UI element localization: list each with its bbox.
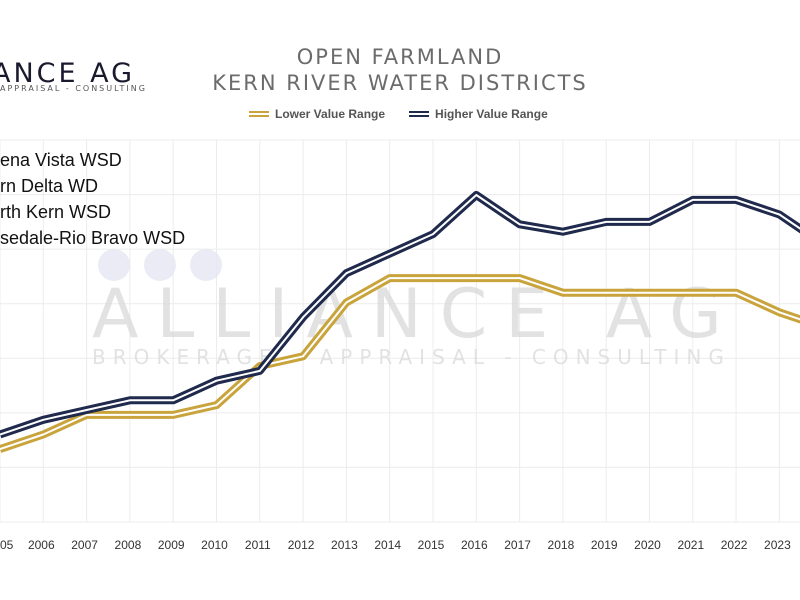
district-item: osedale-Rio Bravo WSD <box>0 228 186 248</box>
legend-item-lower: Lower Value Range <box>249 107 385 121</box>
x-tick-label: 05 <box>0 538 14 552</box>
district-item: ern Delta WD <box>0 176 99 196</box>
legend-label-lower: Lower Value Range <box>275 107 386 121</box>
series-layer <box>0 191 800 453</box>
x-tick-label: 2012 <box>288 538 315 552</box>
x-tick-label: 2018 <box>548 538 575 552</box>
chart-title: OPEN FARMLAND <box>296 45 504 69</box>
grid-layer <box>0 139 800 523</box>
x-tick-label: 2010 <box>201 538 228 552</box>
district-item: uena Vista WSD <box>0 150 122 170</box>
x-tick-label: 2014 <box>374 538 401 552</box>
x-tick-label: 2007 <box>71 538 98 552</box>
chart-legend: Lower Value Range Higher Value Range <box>249 107 548 121</box>
legend-swatch-lower <box>249 111 269 117</box>
series-line-higher-inner <box>0 194 800 436</box>
x-tick-label: 2023 <box>764 538 791 552</box>
x-tick-label: 2009 <box>158 538 185 552</box>
legend-swatch-higher <box>409 111 430 117</box>
x-tick-label: 2011 <box>245 538 271 552</box>
watermark-subtext: BROKERAGE - APPRAISAL - CONSULTING <box>92 345 731 369</box>
logo-wordmark: ANCE AG <box>0 58 136 89</box>
x-tick-label: 2015 <box>418 538 445 552</box>
district-item: orth Kern WSD <box>0 202 112 222</box>
x-tick-label: 2020 <box>634 538 661 552</box>
watermark-dot-3 <box>190 249 222 281</box>
x-tick-label: 2017 <box>504 538 531 552</box>
tick-layer: 05 2006 2007 2008 2009 2010 2011 2012 2013 2014 20… <box>0 538 791 552</box>
watermark-layer: ALLIANCE AG BROKERAGE - APPRAISAL - CONS… <box>92 249 740 369</box>
logo-tagline: APPRAISAL - CONSULTING <box>0 84 147 93</box>
x-tick-label: 2021 <box>677 538 704 552</box>
x-tick-label: 2013 <box>331 538 358 552</box>
watermark-text: ALLIANCE AG <box>92 275 740 354</box>
x-tick-label: 2016 <box>461 538 488 552</box>
x-tick-label: 2019 <box>591 538 618 552</box>
watermark-dot-2 <box>144 249 176 281</box>
district-list: uena Vista WSD ern Delta WD orth Kern WS… <box>0 147 185 251</box>
chart-subtitle: KERN RIVER WATER DISTRICTS <box>212 71 588 95</box>
legend-label-higher: Higher Value Range <box>435 107 548 121</box>
x-tick-label: 2022 <box>721 538 748 552</box>
watermark-dot-1 <box>98 249 130 281</box>
x-tick-label: 2008 <box>115 538 142 552</box>
x-tick-label: 2006 <box>28 538 55 552</box>
series-line-lower-inner <box>0 277 800 451</box>
legend-item-higher: Higher Value Range <box>409 107 548 121</box>
